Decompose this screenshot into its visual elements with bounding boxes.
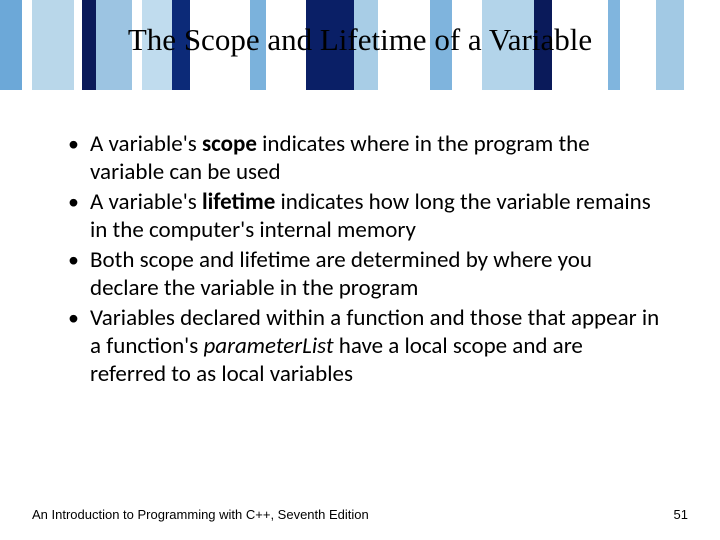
footer-left: An Introduction to Programming with C++,… (32, 507, 369, 522)
bullet-text-segment: scope (202, 130, 257, 158)
bullet-text-segment: lifetime (202, 188, 275, 216)
bullet-text-segment: parameterList (203, 332, 333, 360)
footer-page-number: 51 (674, 507, 688, 522)
bullet-item: Both scope and lifetime are determined b… (62, 246, 662, 302)
bullet-item: A variable's lifetime indicates how long… (62, 188, 662, 244)
bullet-list: A variable's scope indicates where in th… (62, 130, 662, 388)
slide-title: The Scope and Lifetime of a Variable (0, 22, 720, 58)
bullet-item: A variable's scope indicates where in th… (62, 130, 662, 186)
slide-body: A variable's scope indicates where in th… (62, 130, 662, 390)
bullet-text-segment: A variable's (90, 130, 202, 158)
bullet-text-segment: Both scope and lifetime are determined b… (90, 246, 592, 302)
bullet-text-segment: A variable's (90, 188, 202, 216)
bullet-item: Variables declared within a function and… (62, 304, 662, 388)
slide-footer: An Introduction to Programming with C++,… (32, 507, 688, 522)
